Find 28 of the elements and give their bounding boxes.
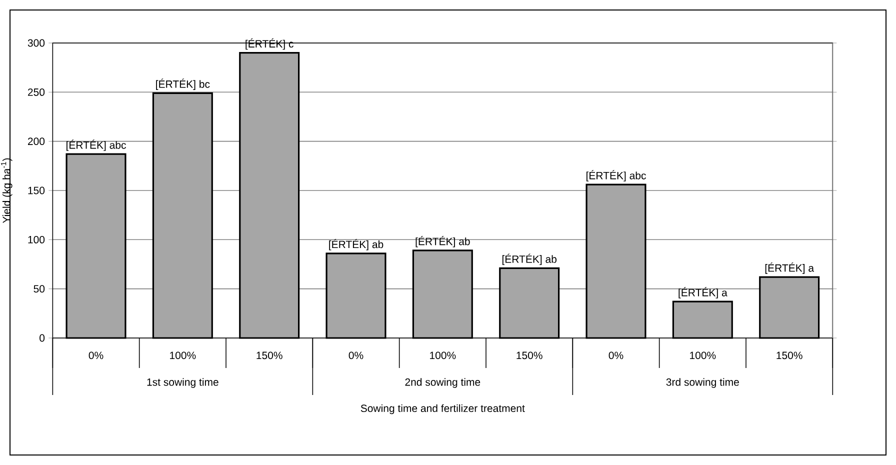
x-tick-label: 150%: [776, 352, 802, 360]
y-tick-label: 250: [28, 88, 45, 96]
x-tick-label: 100%: [690, 352, 716, 360]
data-label: [ÉRTÉK] ab: [329, 238, 384, 250]
data-label: [ÉRTÉK] a: [765, 262, 814, 274]
data-label: [ÉRTÉK] bc: [156, 78, 210, 90]
data-label: [ÉRTÉK] abc: [66, 140, 126, 151]
y-tick-label: 50: [34, 285, 45, 293]
y-tick-label: 0: [40, 334, 45, 342]
text: 1st sowing time: [147, 378, 218, 388]
data-label: [ÉRTÉK] ab: [502, 254, 557, 265]
x-axis-title: Sowing time and fertilizer treatment: [360, 404, 525, 414]
x-tick-label: 150%: [516, 352, 542, 360]
data-label: [ÉRTÉK] abc: [586, 170, 646, 182]
y-tick-label: 100: [28, 236, 45, 244]
y-tick-label: 200: [28, 138, 45, 146]
x-tick-label: 150%: [256, 352, 282, 360]
y-tick-label: 150: [28, 186, 45, 194]
text: 2nd sowing time: [405, 378, 480, 388]
x-tick-label: 0%: [348, 352, 364, 360]
y-tick-label: 300: [28, 39, 45, 47]
data-label: [ÉRTÉK] a: [678, 287, 728, 298]
text: 3rd sowing time: [666, 378, 739, 388]
data-label: [ÉRTÉK] ab: [416, 236, 470, 248]
x-tick-label: 0%: [608, 352, 624, 360]
x-tick-label: 0%: [88, 352, 104, 360]
x-tick-label: 100%: [170, 352, 196, 360]
x-tick-label: 100%: [430, 352, 456, 360]
